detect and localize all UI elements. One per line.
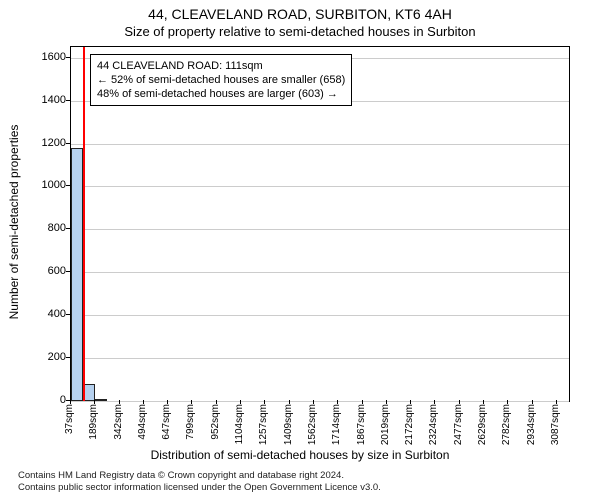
x-tick-label: 2019sqm (381, 404, 391, 445)
annotation-line-3: 48% of semi-detached houses are larger (… (97, 87, 345, 101)
y-tick-mark (66, 57, 70, 58)
x-tick-label: 952sqm (211, 404, 221, 440)
x-tick-label: 1409sqm (284, 404, 294, 445)
chart-subtitle: Size of property relative to semi-detach… (0, 24, 600, 39)
gridline-h (71, 272, 569, 273)
y-tick-label: 0 (26, 395, 66, 406)
y-tick-mark (66, 314, 70, 315)
y-tick-mark (66, 143, 70, 144)
y-tick-label: 1600 (26, 52, 66, 63)
footer: Contains HM Land Registry data © Crown c… (18, 470, 381, 494)
gridline-h (71, 401, 569, 402)
figure: 44, CLEAVELAND ROAD, SURBITON, KT6 4AH S… (0, 0, 600, 500)
y-tick-label: 200 (26, 352, 66, 363)
y-tick-mark (66, 100, 70, 101)
x-tick-label: 37sqm (65, 404, 75, 434)
x-tick-label: 2782sqm (502, 404, 512, 445)
y-tick-mark (66, 185, 70, 186)
y-tick-label: 1400 (26, 95, 66, 106)
x-tick-label: 2934sqm (527, 404, 537, 445)
x-tick-label: 2629sqm (478, 404, 488, 445)
x-axis-label: Distribution of semi-detached houses by … (0, 448, 600, 462)
x-tick-label: 1562sqm (308, 404, 318, 445)
gridline-h (71, 315, 569, 316)
gridline-h (71, 358, 569, 359)
x-tick-label: 2477sqm (454, 404, 464, 445)
x-tick-label: 1867sqm (357, 404, 367, 445)
x-tick-label: 2172sqm (405, 404, 415, 445)
annotation-line-1: 44 CLEAVELAND ROAD: 111sqm (97, 59, 345, 73)
x-tick-label: 1714sqm (332, 404, 342, 445)
y-tick-mark (66, 228, 70, 229)
histogram-bar (83, 384, 95, 401)
gridline-h (71, 229, 569, 230)
gridline-h (71, 144, 569, 145)
x-tick-label: 2324sqm (429, 404, 439, 445)
chart-title: 44, CLEAVELAND ROAD, SURBITON, KT6 4AH (0, 6, 600, 22)
annotation-line-2: ← 52% of semi-detached houses are smalle… (97, 73, 345, 87)
x-tick-label: 189sqm (89, 404, 99, 440)
gridline-h (71, 186, 569, 187)
x-tick-label: 494sqm (138, 404, 148, 440)
footer-line-2: Contains public sector information licen… (18, 482, 381, 494)
x-tick-label: 647sqm (162, 404, 172, 440)
x-tick-label: 1104sqm (235, 404, 245, 444)
x-tick-label: 799sqm (186, 404, 196, 440)
y-tick-label: 1200 (26, 138, 66, 149)
marker-line (83, 47, 85, 401)
annotation-box: 44 CLEAVELAND ROAD: 111sqm ← 52% of semi… (90, 54, 352, 106)
y-tick-label: 600 (26, 266, 66, 277)
y-tick-mark (66, 357, 70, 358)
x-tick-label: 1257sqm (259, 404, 269, 445)
y-axis-label: Number of semi-detached properties (7, 125, 21, 320)
y-tick-label: 400 (26, 309, 66, 320)
y-tick-mark (66, 271, 70, 272)
footer-line-1: Contains HM Land Registry data © Crown c… (18, 470, 381, 482)
x-tick-label: 3087sqm (551, 404, 561, 445)
y-tick-label: 800 (26, 223, 66, 234)
x-tick-label: 342sqm (114, 404, 124, 440)
histogram-bar (71, 148, 83, 401)
y-tick-label: 1000 (26, 180, 66, 191)
histogram-bar (95, 399, 107, 401)
